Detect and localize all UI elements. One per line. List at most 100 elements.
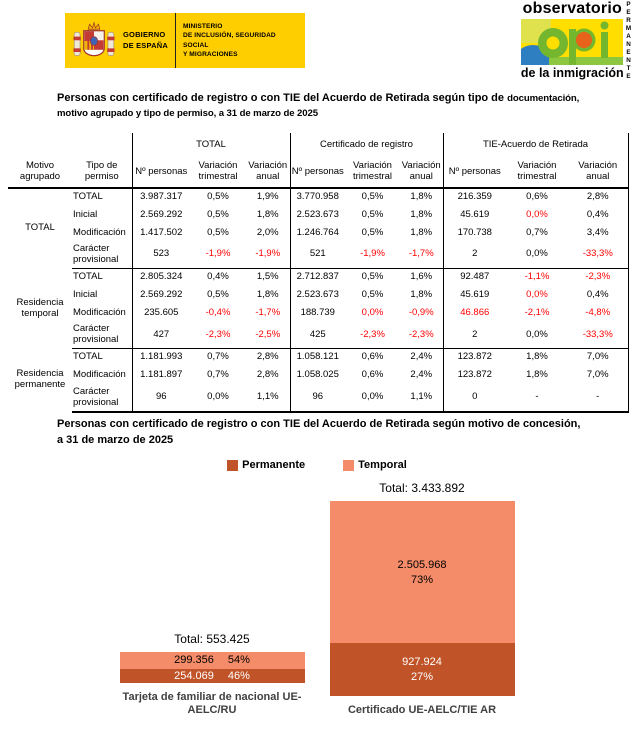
- table-row: Residencia temporal TOTAL 2.805.324 0,4% 1,5…: [8, 268, 629, 319]
- value-cell: -2,3%: [345, 322, 400, 350]
- value-cell: 188.739: [289, 304, 345, 323]
- column-header: Nº personas: [131, 157, 190, 189]
- permiso-type-cell: TOTAL: [73, 191, 103, 203]
- chart-plot-area: Total: 553.425 299.356 54% 254.069 46% Tarjet…: [37, 481, 597, 717]
- row-group-label: Residencia permanente: [14, 368, 66, 391]
- table-title-main: Personas con certificado de registro o c…: [57, 92, 508, 104]
- column-group-header: TOTAL: [131, 133, 290, 157]
- value-cell: 1.058.025: [289, 366, 345, 385]
- value-cell: 0,5%: [361, 208, 384, 220]
- opi-inmigracion-label: de la inmigración: [520, 66, 624, 80]
- legend-swatch-permanente: [227, 459, 239, 471]
- value-cell: -33,3%: [568, 242, 629, 269]
- value-cell: 2,8%: [568, 188, 629, 206]
- value-cell: 0,5%: [361, 271, 384, 283]
- opi-permanente-label: PERMANENTE: [625, 1, 632, 81]
- value-cell: 235.605: [131, 304, 190, 323]
- value-cell: -1,9%: [345, 242, 400, 269]
- legend-swatch-temporal: [343, 459, 355, 471]
- value-cell: 2.569.292: [131, 206, 190, 224]
- ministerio-line3: Y MIGRACIONES: [183, 50, 238, 58]
- value-cell: 45.619: [442, 206, 506, 224]
- permiso-type-cell: Carácter provisional: [72, 242, 132, 269]
- permiso-type-cell: Modificación: [73, 306, 126, 318]
- value-cell: 3.770.958: [289, 188, 345, 206]
- value-cell: 2,8%: [256, 369, 279, 381]
- value-cell: 46.866: [442, 304, 506, 323]
- ministerio-label: MINISTERIO DE INCLUSIÓN, SEGURIDAD SOCIA…: [183, 22, 301, 59]
- value-cell: -1,1%: [524, 271, 550, 283]
- value-cell: 2,4%: [410, 351, 433, 363]
- value-cell: 2,8%: [256, 351, 279, 363]
- legend-item: Temporal: [343, 459, 407, 471]
- row-group-label: Residencia temporal: [16, 296, 64, 319]
- value-cell: -2,1%: [524, 306, 550, 318]
- column-group-header: TIE-Acuerdo de Retirada: [442, 133, 629, 157]
- value-cell: 521: [289, 242, 345, 269]
- value-cell: 2: [442, 322, 506, 350]
- ministerio-line2: DE INCLUSIÓN, SEGURIDAD SOCIAL: [183, 32, 276, 49]
- permits-data-table: TOTAL Certificado de registro TIE-Acuerdo …: [8, 133, 629, 413]
- table-row: Residencia permanente TOTAL 1.181.993 0,7% 2…: [8, 348, 629, 390]
- value-cell: 2,0%: [256, 226, 279, 238]
- stacked-bar-chart: Permanente Temporal Total: 553.425 299.356…: [37, 459, 597, 717]
- permiso-type-cell: TOTAL: [73, 271, 103, 283]
- value-cell: 0,4%: [568, 286, 629, 305]
- permiso-type-cell: Carácter provisional: [72, 322, 132, 350]
- value-cell: 1,8%: [410, 226, 433, 238]
- value-cell: 1,8%: [410, 191, 433, 203]
- table-row: Modificación 235.605 -0,4% -1,7% 188.739 0,0%…: [8, 304, 629, 323]
- value-cell: 123.872: [442, 366, 506, 385]
- table-row: Carácter provisional 523 -1,9% -1,9% 521 -1,9…: [8, 242, 629, 269]
- value-cell: 216.359: [442, 188, 506, 206]
- table-row: TOTAL TOTAL 3.987.317 0,5% 1,9% 3.770.958 0,5%…: [8, 188, 629, 233]
- table-title-line2: motivo agrupado y tipo de permiso, a 31 …: [57, 107, 318, 119]
- value-cell: 2.523.673: [289, 206, 345, 224]
- bar-segment-temporal: 2.505.968 73%: [329, 501, 515, 643]
- segment-value-label: 299.356: [174, 654, 214, 667]
- chart-title: Personas con certificado de registro o c…: [57, 417, 612, 449]
- value-cell: 427: [131, 322, 190, 350]
- value-cell: 92.487: [442, 268, 506, 287]
- table-row: Carácter provisional 427 -2,3% -2,5% 425 -2,3…: [8, 322, 629, 350]
- gobierno-label: GOBIERNO DE ESPAÑA: [123, 30, 173, 50]
- opi-observatorio-label: observatorio: [522, 0, 622, 17]
- legend-item: Permanente: [227, 459, 305, 471]
- value-cell: -4,8%: [568, 304, 629, 323]
- value-cell: -1,7%: [400, 242, 443, 269]
- value-cell: -1,9%: [246, 242, 290, 269]
- value-cell: 170.738: [442, 224, 506, 242]
- column-header: Variación trimestral: [506, 157, 568, 189]
- value-cell: 7,0%: [568, 348, 629, 367]
- value-cell: 1,5%: [256, 271, 279, 283]
- permiso-type-cell: Carácter provisional: [72, 384, 132, 413]
- value-cell: 0,0%: [526, 208, 548, 220]
- value-cell: -: [506, 384, 568, 413]
- value-cell: 1,8%: [256, 208, 279, 220]
- chart-title-line2: a 31 de marzo de 2025: [57, 433, 174, 446]
- value-cell: 2.805.324: [131, 268, 190, 287]
- opi-logo-icon: [521, 19, 624, 65]
- column-header: Variación anual: [400, 157, 443, 189]
- value-cell: 2.569.292: [131, 286, 190, 305]
- bar-total-label: Total: 3.433.892: [379, 481, 465, 495]
- column-header: Nº personas: [289, 157, 345, 189]
- permiso-type-cell: Inicial: [73, 208, 98, 220]
- value-cell: 1.417.502: [131, 224, 190, 242]
- table-row: Modificación 1.181.897 0,7% 2,8% 1.058.025 0,…: [8, 366, 629, 385]
- value-cell: 0,7%: [207, 351, 229, 363]
- value-cell: 0,7%: [207, 369, 229, 381]
- permiso-type-cell: Modificación: [73, 369, 126, 381]
- permiso-type-cell: TOTAL: [73, 351, 103, 363]
- value-cell: 1.181.993: [131, 348, 190, 367]
- value-cell: -2,3%: [568, 268, 629, 287]
- value-cell: 0,6%: [526, 191, 548, 203]
- value-cell: 1,1%: [400, 384, 443, 413]
- value-cell: 45.619: [442, 286, 506, 305]
- column-header: Variación anual: [246, 157, 290, 189]
- value-cell: 0,5%: [361, 191, 384, 203]
- value-cell: 523: [131, 242, 190, 269]
- segment-value-label: 2.505.968: [397, 558, 447, 571]
- bar-column: Total: 3.433.892 2.505.968 73% 927.924 27% Ce…: [329, 481, 515, 717]
- value-cell: 0,5%: [207, 191, 229, 203]
